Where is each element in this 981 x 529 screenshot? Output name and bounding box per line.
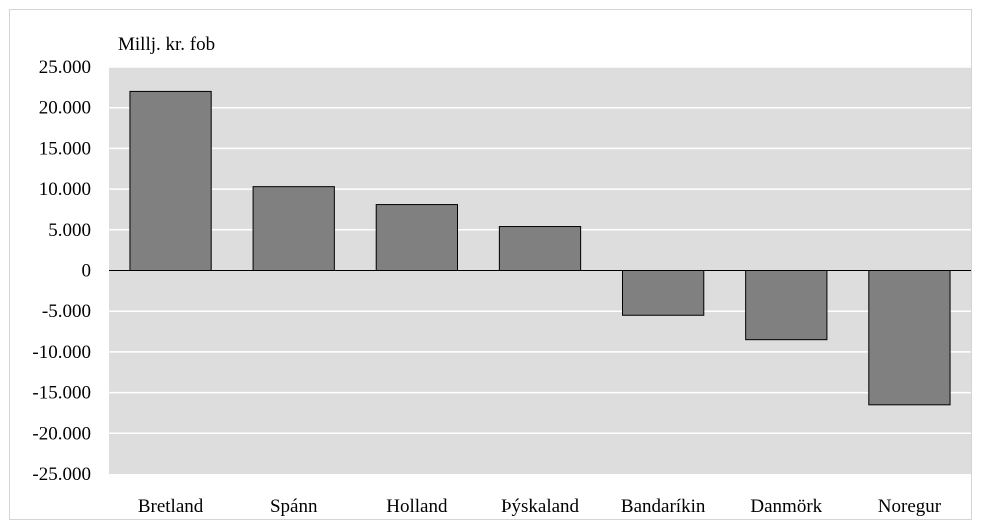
bar [252, 186, 335, 272]
bar [498, 226, 582, 272]
y-tick-label: 15.000 [39, 138, 91, 159]
bar [745, 270, 828, 341]
y-tick-label: 10.000 [39, 179, 91, 200]
chart-frame: 25.000 20.000 15.000 10.000 5.000 0 -5.000 -10.… [9, 9, 972, 520]
y-tick-label: -15.000 [32, 383, 91, 404]
bar [622, 270, 705, 316]
y-tick-label: -25.000 [32, 464, 91, 485]
y-tick-label: 25.000 [39, 57, 91, 78]
y-tick-label: -10.000 [32, 342, 91, 363]
y-tick-label: 5.000 [48, 220, 91, 241]
y-tick-label: 0 [82, 261, 92, 282]
bar [375, 204, 458, 271]
bar [129, 90, 212, 271]
x-tick-label: Bretland [138, 496, 204, 517]
y-tick-label: -20.000 [32, 423, 91, 444]
y-tick-label: 20.000 [39, 98, 91, 119]
x-tick-label: Þýskaland [501, 496, 580, 517]
bar [868, 270, 951, 406]
x-tick-label: Holland [386, 496, 448, 517]
x-tick-label: Spánn [270, 496, 318, 517]
y-axis-tick-labels: 25.000 20.000 15.000 10.000 5.000 0 -5.000 -10.… [32, 57, 91, 485]
bar-chart: 25.000 20.000 15.000 10.000 5.000 0 -5.000 -10.… [32, 34, 971, 517]
y-axis-title: Millj. kr. fob [118, 34, 215, 55]
x-tick-label: Noregur [878, 496, 942, 517]
x-tick-label: Bandaríkin [621, 496, 706, 517]
y-tick-label: -5.000 [42, 301, 91, 322]
x-tick-label: Danmörk [750, 496, 822, 517]
x-axis-tick-labels: Bretland Spánn Holland Þýskaland Bandaríkin D… [138, 496, 942, 517]
bars [129, 90, 951, 406]
